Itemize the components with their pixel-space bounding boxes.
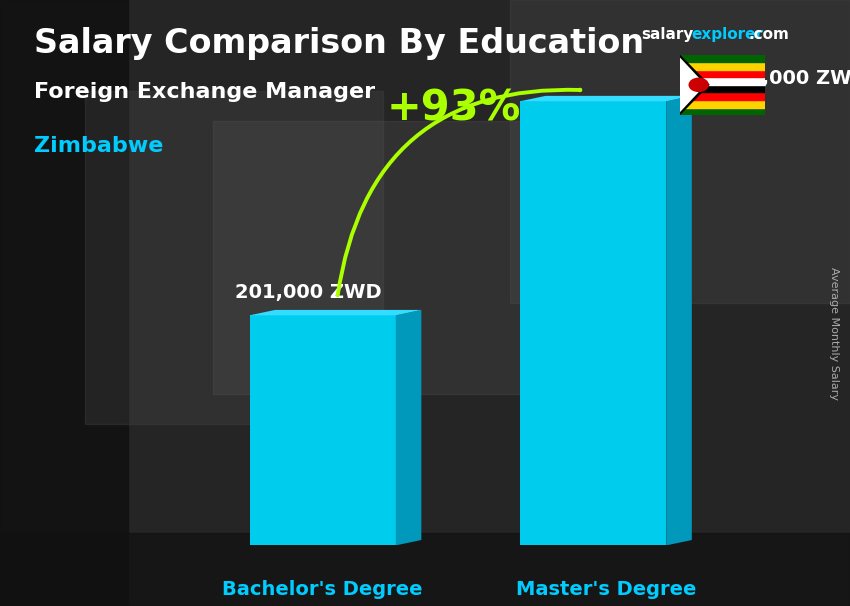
- Bar: [680, 55, 765, 62]
- Bar: [0, 0, 128, 606]
- Text: .com: .com: [749, 27, 790, 42]
- Text: 388,000 ZWD: 388,000 ZWD: [721, 68, 850, 87]
- Bar: [680, 92, 765, 100]
- Bar: [680, 108, 765, 115]
- Bar: [680, 77, 765, 85]
- Polygon shape: [520, 101, 666, 545]
- Bar: [0, 533, 850, 606]
- Text: Foreign Exchange Manager: Foreign Exchange Manager: [34, 82, 375, 102]
- Polygon shape: [520, 96, 692, 101]
- Text: +93%: +93%: [387, 87, 521, 129]
- Bar: [680, 100, 765, 108]
- Polygon shape: [680, 55, 710, 115]
- Circle shape: [688, 78, 709, 92]
- Text: Zimbabwe: Zimbabwe: [34, 136, 163, 156]
- Text: Salary Comparison By Education: Salary Comparison By Education: [34, 27, 644, 60]
- Text: explorer: explorer: [691, 27, 763, 42]
- Text: Bachelor's Degree: Bachelor's Degree: [223, 580, 423, 599]
- Bar: [510, 0, 850, 303]
- Text: 201,000 ZWD: 201,000 ZWD: [235, 282, 382, 302]
- Polygon shape: [666, 96, 692, 545]
- Text: salary: salary: [642, 27, 694, 42]
- Bar: [212, 121, 595, 394]
- Bar: [680, 85, 765, 92]
- Polygon shape: [250, 310, 422, 315]
- Polygon shape: [396, 310, 422, 545]
- Bar: [680, 62, 765, 70]
- Polygon shape: [250, 315, 396, 545]
- Bar: [85, 91, 382, 424]
- Bar: [680, 70, 765, 77]
- Polygon shape: [680, 58, 705, 112]
- Text: Master's Degree: Master's Degree: [516, 580, 696, 599]
- Text: Average Monthly Salary: Average Monthly Salary: [829, 267, 839, 400]
